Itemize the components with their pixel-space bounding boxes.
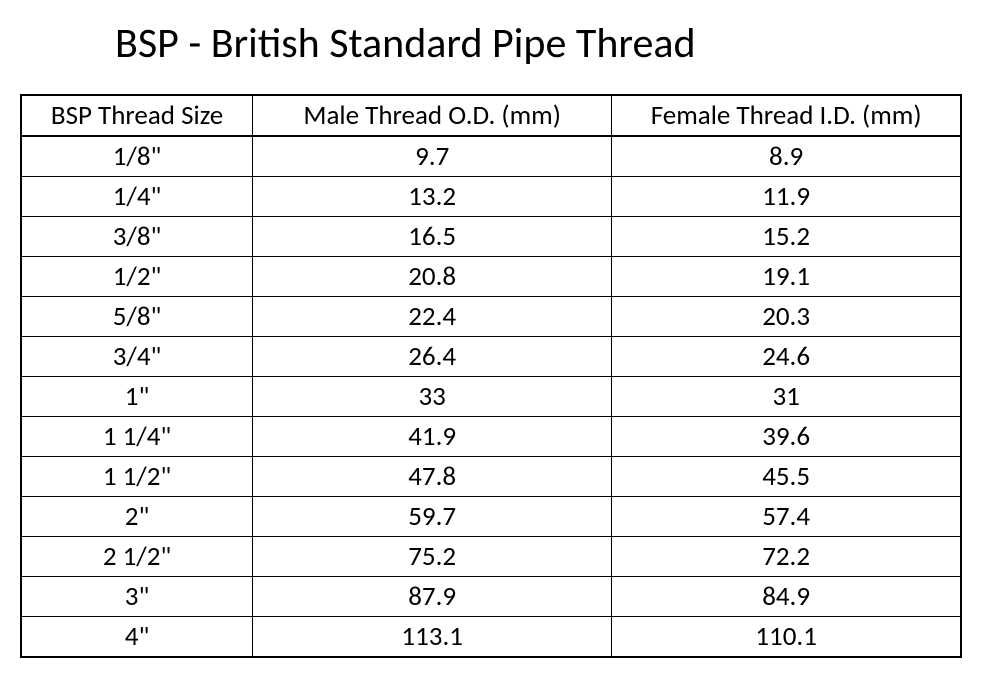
bsp-thread-table: BSP Thread Size Male Thread O.D. (mm) Fe… — [20, 94, 962, 658]
cell-size: 1/8" — [21, 136, 253, 177]
table-body: 1/8" 9.7 8.9 1/4" 13.2 11.9 3/8" 16.5 15… — [21, 136, 961, 657]
table-row: 1/2" 20.8 19.1 — [21, 257, 961, 297]
cell-size: 1 1/4" — [21, 417, 253, 457]
table-row: 1/8" 9.7 8.9 — [21, 136, 961, 177]
cell-od: 33 — [253, 377, 612, 417]
cell-id: 72.2 — [612, 537, 961, 577]
cell-size: 2" — [21, 497, 253, 537]
cell-od: 75.2 — [253, 537, 612, 577]
cell-od: 41.9 — [253, 417, 612, 457]
cell-od: 20.8 — [253, 257, 612, 297]
cell-od: 113.1 — [253, 617, 612, 658]
cell-size: 1/2" — [21, 257, 253, 297]
cell-id: 39.6 — [612, 417, 961, 457]
cell-size: 4" — [21, 617, 253, 658]
cell-id: 24.6 — [612, 337, 961, 377]
cell-size: 2 1/2" — [21, 537, 253, 577]
table-row: 2 1/2" 75.2 72.2 — [21, 537, 961, 577]
table-row: 3/4" 26.4 24.6 — [21, 337, 961, 377]
cell-id: 45.5 — [612, 457, 961, 497]
cell-od: 9.7 — [253, 136, 612, 177]
page-title: BSP - British Standard Pipe Thread — [0, 0, 984, 94]
table-row: 1 1/4" 41.9 39.6 — [21, 417, 961, 457]
cell-size: 1/4" — [21, 177, 253, 217]
cell-id: 8.9 — [612, 136, 961, 177]
cell-size: 5/8" — [21, 297, 253, 337]
table-row: 4" 113.1 110.1 — [21, 617, 961, 658]
cell-size: 3/4" — [21, 337, 253, 377]
cell-id: 84.9 — [612, 577, 961, 617]
table-container: BSP Thread Size Male Thread O.D. (mm) Fe… — [0, 94, 984, 658]
cell-od: 87.9 — [253, 577, 612, 617]
cell-od: 26.4 — [253, 337, 612, 377]
cell-od: 22.4 — [253, 297, 612, 337]
table-row: 2" 59.7 57.4 — [21, 497, 961, 537]
cell-size: 3" — [21, 577, 253, 617]
cell-od: 13.2 — [253, 177, 612, 217]
table-header-row: BSP Thread Size Male Thread O.D. (mm) Fe… — [21, 95, 961, 136]
table-row: 5/8" 22.4 20.3 — [21, 297, 961, 337]
table-row: 1 1/2" 47.8 45.5 — [21, 457, 961, 497]
cell-od: 47.8 — [253, 457, 612, 497]
cell-od: 16.5 — [253, 217, 612, 257]
cell-id: 20.3 — [612, 297, 961, 337]
cell-id: 110.1 — [612, 617, 961, 658]
column-header-id: Female Thread I.D. (mm) — [612, 95, 961, 136]
table-row: 1" 33 31 — [21, 377, 961, 417]
cell-id: 31 — [612, 377, 961, 417]
cell-id: 15.2 — [612, 217, 961, 257]
cell-size: 1 1/2" — [21, 457, 253, 497]
cell-size: 1" — [21, 377, 253, 417]
column-header-size: BSP Thread Size — [21, 95, 253, 136]
table-row: 3" 87.9 84.9 — [21, 577, 961, 617]
cell-id: 57.4 — [612, 497, 961, 537]
cell-id: 19.1 — [612, 257, 961, 297]
column-header-od: Male Thread O.D. (mm) — [253, 95, 612, 136]
cell-size: 3/8" — [21, 217, 253, 257]
table-row: 3/8" 16.5 15.2 — [21, 217, 961, 257]
cell-id: 11.9 — [612, 177, 961, 217]
table-row: 1/4" 13.2 11.9 — [21, 177, 961, 217]
cell-od: 59.7 — [253, 497, 612, 537]
